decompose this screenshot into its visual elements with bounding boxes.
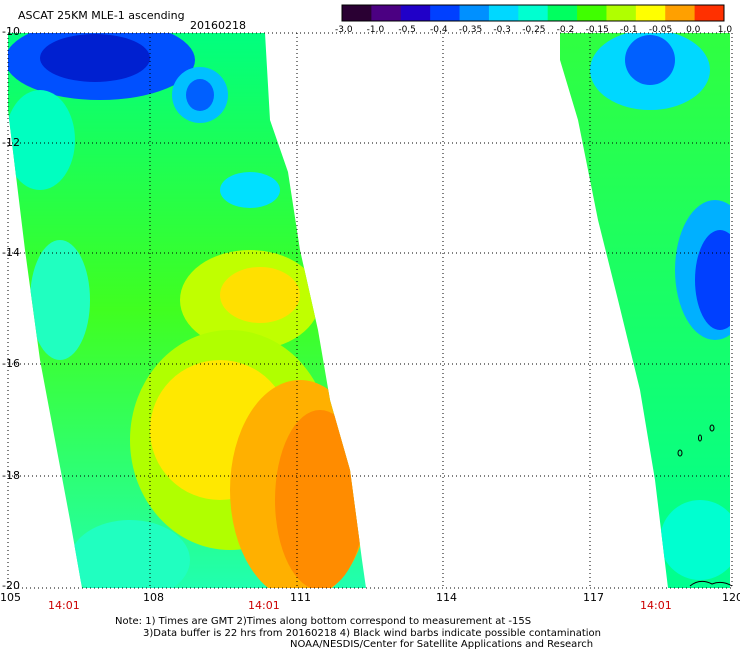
x-tick-108: 108: [143, 591, 164, 604]
x-tick-114: 114: [436, 591, 457, 604]
colorbar-swatch: [342, 5, 372, 21]
colorbar-label: -0.5: [398, 25, 416, 35]
colorbar-swatch: [635, 5, 666, 21]
colorbar-swatch: [518, 5, 549, 21]
colorbar-swatch: [459, 5, 490, 21]
x-tick-105: 105: [0, 591, 21, 604]
colorbar-label: -0.1: [620, 25, 638, 35]
colorbar-label: -0.3: [493, 25, 511, 35]
colorbar-label: -1.0: [366, 25, 385, 35]
y-tick-12: -12: [2, 136, 20, 149]
pass-time-2: 14:01: [248, 599, 280, 612]
colorbar-swatch: [606, 5, 637, 21]
colorbar-swatch: [400, 5, 431, 21]
footer-note-1: Note: 1) Times are GMT 2)Times along bot…: [115, 616, 532, 627]
colorbar-swatch: [430, 5, 461, 21]
colorbar-label: 0.0: [686, 25, 701, 35]
y-tick-20: -20: [2, 579, 20, 592]
x-tick-120: 120: [722, 591, 740, 604]
map-date: 20160218: [190, 19, 246, 32]
footer-note-2: 3)Data buffer is 22 hrs from 20160218 4)…: [143, 628, 601, 639]
colorbar-swatch: [488, 5, 519, 21]
pass-time-1: 14:01: [48, 599, 80, 612]
colorbar-label: -0.2: [556, 25, 575, 35]
colorbar-swatch: [577, 5, 607, 21]
colorbar-legend: [341, 4, 725, 22]
colorbar-swatch: [694, 5, 725, 21]
colorbar-swatch: [547, 5, 578, 21]
footer-note-3: NOAA/NESDIS/Center for Satellite Applica…: [290, 639, 594, 650]
colorbar-swatch: [371, 5, 402, 21]
y-tick-16: -16: [2, 357, 20, 370]
colorbar-label: -0.05: [648, 25, 673, 35]
y-tick-18: -18: [2, 469, 20, 482]
map-frame: [7, 32, 733, 589]
coastline: [677, 424, 733, 587]
colorbar-swatch: [665, 5, 696, 21]
pass-time-3: 14:01: [640, 599, 672, 612]
y-tick-10: -10: [2, 25, 20, 38]
colorbar-label: -0.35: [458, 25, 483, 35]
colorbar-frame: [341, 4, 725, 22]
x-tick-117: 117: [583, 591, 604, 604]
colorbar-label: -0.4: [430, 25, 448, 35]
colorbar-label: -0.25: [522, 25, 546, 35]
y-tick-14: -14: [2, 246, 20, 259]
colorbar-label: 1.0: [717, 25, 733, 35]
right-swath: [560, 33, 730, 588]
graticule: [8, 33, 732, 588]
map-title: ASCAT 25KM MLE-1 ascending: [18, 9, 185, 22]
colorbar-label: -3.0: [335, 25, 353, 35]
x-tick-111: 111: [290, 591, 311, 604]
left-swath: [8, 33, 366, 588]
colorbar-label: -0.15: [585, 25, 609, 35]
